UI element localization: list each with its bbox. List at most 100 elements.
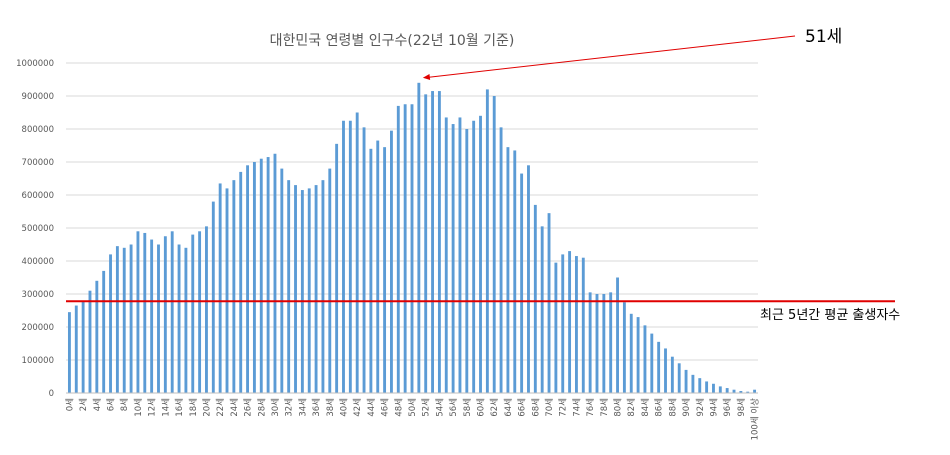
x-tick-label: 22세 <box>216 398 226 417</box>
bar-0세 <box>67 312 71 393</box>
y-tick-label: 500000 <box>22 224 54 234</box>
x-tick-label: 66세 <box>518 398 528 417</box>
bar-70세 <box>547 213 551 393</box>
x-tick-label: 12세 <box>148 398 158 417</box>
bar-92세 <box>698 378 702 393</box>
bar-88세 <box>670 356 674 393</box>
x-tick-label: 56세 <box>449 398 459 417</box>
bar-81세 <box>622 302 626 393</box>
bar-62세 <box>492 96 496 393</box>
bar-65세 <box>513 150 517 393</box>
x-tick-label: 86세 <box>655 398 665 417</box>
x-tick-label: 48세 <box>394 398 404 417</box>
bar-44세 <box>369 148 373 393</box>
bar-2세 <box>81 300 85 393</box>
x-tick-label: 0세 <box>65 398 75 411</box>
bar-33세 <box>294 185 297 393</box>
bar-54세 <box>437 91 441 394</box>
bar-10세 <box>136 231 140 393</box>
x-tick-label: 16세 <box>175 398 185 417</box>
bar-24세 <box>232 180 236 393</box>
x-tick-label: 92세 <box>696 398 706 417</box>
bar-1세 <box>74 305 78 393</box>
bar-60세 <box>479 115 482 394</box>
y-tick-label: 900000 <box>22 92 54 102</box>
bar-48세 <box>396 105 400 394</box>
bar-3세 <box>88 290 92 393</box>
x-tick-label: 72세 <box>559 398 569 417</box>
bar-35세 <box>307 188 311 393</box>
y-tick-label: 200000 <box>22 323 54 333</box>
x-tick-label: 30세 <box>271 398 281 417</box>
bar-72세 <box>561 254 565 393</box>
x-tick-label: 60세 <box>477 398 487 417</box>
bar-52세 <box>424 94 428 393</box>
x-tick-label: 76세 <box>586 398 596 417</box>
bar-27세 <box>252 162 256 393</box>
x-tick-label: 32세 <box>285 398 295 417</box>
bar-67세 <box>527 165 530 393</box>
x-tick-label: 8세 <box>120 398 130 411</box>
bar-15세 <box>170 231 174 393</box>
x-tick-label: 78세 <box>600 398 610 417</box>
bar-42세 <box>355 112 359 393</box>
y-tick-label: 400000 <box>22 257 54 267</box>
x-tick-label: 24세 <box>230 398 240 417</box>
x-tick-label: 52세 <box>422 398 432 417</box>
bar-23세 <box>225 188 229 393</box>
peak-age-label: 51세 <box>805 27 842 47</box>
x-tick-label: 26세 <box>244 398 254 417</box>
bar-28세 <box>259 158 263 393</box>
x-tick-label: 46세 <box>381 398 391 417</box>
bar-87세 <box>664 348 667 393</box>
bar-96세 <box>725 388 729 393</box>
bar-49세 <box>403 104 407 393</box>
bar-95세 <box>718 386 722 393</box>
bar-40세 <box>342 120 345 393</box>
x-tick-label: 4세 <box>93 398 103 411</box>
bar-61세 <box>485 89 489 394</box>
y-tick-label: 0 <box>49 389 54 399</box>
bar-75세 <box>581 257 585 393</box>
x-tick-label: 40세 <box>339 398 349 417</box>
chart-title: 대한민국 연령별 인구수(22년 10월 기준) <box>270 33 515 49</box>
y-tick-label: 100000 <box>22 356 54 366</box>
bar-59세 <box>472 120 476 393</box>
bar-57세 <box>458 117 462 393</box>
bar-50세 <box>410 104 414 393</box>
x-tick-label: 68세 <box>531 398 541 417</box>
bar-73세 <box>568 251 572 393</box>
y-axis-labels: 0 100000 200000 300000 400000 500000 600000 700… <box>16 59 54 399</box>
bar-18세 <box>191 234 195 393</box>
bar-97세 <box>732 389 736 393</box>
bar-9세 <box>129 244 133 393</box>
x-axis-labels: 0세 2세 4세 6세 8세 10세 12세 14세 16세 18세 20세 22세 24세 26세 28세… <box>65 398 760 441</box>
bar-13세 <box>157 244 160 393</box>
bar-51세 <box>417 82 421 394</box>
bar-89세 <box>677 363 681 393</box>
bar-80세 <box>616 277 619 393</box>
y-tick-label: 800000 <box>22 125 54 135</box>
bar-53세 <box>431 91 434 394</box>
bar-32세 <box>287 180 291 393</box>
bar-21세 <box>211 201 215 393</box>
y-tick-label: 300000 <box>22 290 54 300</box>
x-tick-label: 70세 <box>545 398 555 417</box>
bar-100세 이상 <box>753 389 757 393</box>
bar-99세 <box>746 391 750 393</box>
y-tick-label: 600000 <box>22 191 54 201</box>
bar-78세 <box>602 294 606 393</box>
x-tick-label: 80세 <box>614 398 624 417</box>
bar-45세 <box>376 140 380 393</box>
bar-30세 <box>273 153 277 393</box>
x-tick-label: 96세 <box>723 398 733 417</box>
x-tick-label: 14세 <box>161 398 171 417</box>
x-tick-label: 20세 <box>202 398 212 417</box>
bar-58세 <box>465 129 469 393</box>
bar-63세 <box>499 127 503 393</box>
bar-20세 <box>205 226 208 393</box>
x-tick-label: 34세 <box>298 398 308 417</box>
bar-83세 <box>636 317 640 393</box>
x-tick-label: 36세 <box>312 398 322 417</box>
bar-12세 <box>150 239 154 393</box>
